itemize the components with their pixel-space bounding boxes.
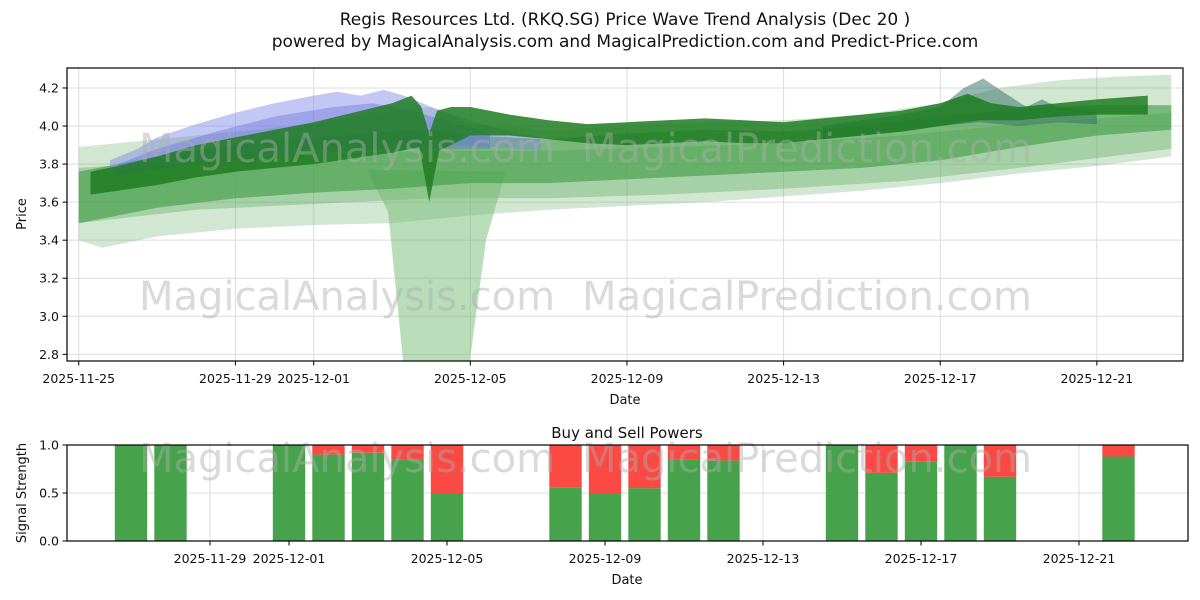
buy-bar bbox=[825, 445, 859, 541]
x-tick-label: 2025-12-21 bbox=[1061, 371, 1134, 386]
dark-core-band bbox=[90, 93, 1148, 203]
x-tick-label: 2025-12-01 bbox=[277, 371, 350, 386]
y-tick-label: 0.0 bbox=[39, 534, 59, 549]
y-tick-label: 1.0 bbox=[39, 438, 59, 453]
y-tick-label: 4.2 bbox=[39, 80, 59, 95]
watermark-text: MagicalPrediction.com bbox=[582, 274, 1032, 320]
x-tick-label: 2025-12-05 bbox=[434, 371, 507, 386]
watermark-text: MagicalAnalysis.com bbox=[139, 274, 555, 320]
y-tick-label: 2.8 bbox=[39, 347, 59, 362]
buy-bar bbox=[430, 493, 464, 541]
y-tick-label: 3.6 bbox=[39, 195, 59, 210]
sell-bar bbox=[391, 445, 424, 460]
buy-bar bbox=[114, 445, 148, 541]
price-chart: MagicalAnalysis.com MagicalPrediction.com… bbox=[15, 67, 1184, 408]
sell-bar bbox=[707, 445, 740, 461]
sell-bar bbox=[983, 445, 1017, 477]
buy-bar bbox=[944, 445, 977, 541]
buy-bar bbox=[154, 445, 187, 541]
sell-bar bbox=[549, 445, 582, 488]
sell-bar bbox=[865, 445, 898, 473]
buy-bar bbox=[272, 445, 306, 541]
price-chart-axes: 2025-11-25 2025-11-29 2025-12-01 2025-12-05… bbox=[39, 67, 1184, 386]
x-tick-label: 2025-12-13 bbox=[747, 371, 820, 386]
signal-chart: Buy and Sell Powers MagicalAnalysis.com M… bbox=[15, 424, 1189, 588]
watermark-text: MagicalAnalysis.com bbox=[139, 126, 555, 172]
sell-bar bbox=[430, 445, 464, 493]
signal-chart-xlabel: Date bbox=[611, 573, 642, 588]
sell-bar bbox=[351, 445, 385, 453]
medium-band bbox=[78, 105, 1172, 224]
price-chart-watermarks: MagicalAnalysis.com MagicalPrediction.com… bbox=[139, 126, 1032, 320]
plot-frame bbox=[66, 67, 1184, 362]
y-tick-label: 0.5 bbox=[39, 486, 59, 501]
y-tick-label: 4.0 bbox=[39, 119, 59, 134]
buy-bar bbox=[667, 459, 701, 541]
x-tick-label: 2025-12-17 bbox=[885, 551, 958, 566]
dip-funnel-band bbox=[366, 169, 506, 361]
buy-bar bbox=[707, 460, 740, 541]
signal-chart-watermarks: MagicalAnalysis.com MagicalPrediction.com bbox=[139, 436, 1032, 482]
y-tick-label: 3.2 bbox=[39, 271, 59, 286]
x-tick-label: 2025-12-13 bbox=[727, 551, 800, 566]
sell-bar bbox=[904, 445, 938, 462]
buy-bar bbox=[549, 487, 582, 541]
y-tick-label: 3.4 bbox=[39, 233, 59, 248]
sell-bar bbox=[1102, 445, 1135, 457]
signal-chart-axes: 2025-11-29 2025-12-01 2025-12-05 2025-12-09… bbox=[39, 438, 1189, 566]
y-tick-label: 3.0 bbox=[39, 309, 59, 324]
signal-bars bbox=[114, 445, 1135, 541]
x-tick-label: 2025-12-09 bbox=[591, 371, 664, 386]
buy-bar bbox=[588, 493, 622, 541]
x-tick-label: 2025-11-29 bbox=[199, 371, 272, 386]
x-tick-label: 2025-12-21 bbox=[1043, 551, 1116, 566]
sell-bar bbox=[588, 445, 622, 493]
signal-chart-title: Buy and Sell Powers bbox=[551, 424, 703, 442]
sell-bar bbox=[628, 445, 661, 489]
x-tick-label: 2025-11-29 bbox=[174, 551, 247, 566]
buy-bar bbox=[312, 454, 345, 541]
watermark-text: MagicalPrediction.com bbox=[582, 126, 1032, 172]
price-chart-xlabel: Date bbox=[609, 393, 640, 408]
buy-bar bbox=[865, 472, 898, 541]
buy-bar bbox=[628, 488, 661, 541]
figure-title: Regis Resources Ltd. (RKQ.SG) Price Wave… bbox=[340, 10, 911, 30]
x-tick-label: 2025-12-05 bbox=[411, 551, 484, 566]
price-wave-bands bbox=[78, 74, 1172, 361]
y-tick-label: 3.8 bbox=[39, 157, 59, 172]
watermark-text: MagicalAnalysis.com bbox=[139, 436, 555, 482]
buy-bar bbox=[904, 461, 938, 541]
buy-bar bbox=[351, 452, 385, 541]
signal-chart-ylabel: Signal Strength bbox=[15, 443, 30, 543]
price-chart-ylabel: Price bbox=[15, 198, 30, 230]
buy-bar bbox=[391, 459, 424, 541]
figure-subtitle: powered by MagicalAnalysis.com and Magic… bbox=[272, 32, 979, 52]
x-tick-label: 2025-12-01 bbox=[253, 551, 326, 566]
buy-bar bbox=[983, 476, 1017, 541]
sell-bar bbox=[312, 445, 345, 455]
sell-bar bbox=[667, 445, 701, 460]
x-tick-label: 2025-12-17 bbox=[904, 371, 977, 386]
x-tick-label: 2025-12-09 bbox=[569, 551, 642, 566]
x-tick-label: 2025-11-25 bbox=[42, 371, 115, 386]
watermark-text: MagicalPrediction.com bbox=[582, 436, 1032, 482]
buy-bar bbox=[1102, 456, 1135, 541]
